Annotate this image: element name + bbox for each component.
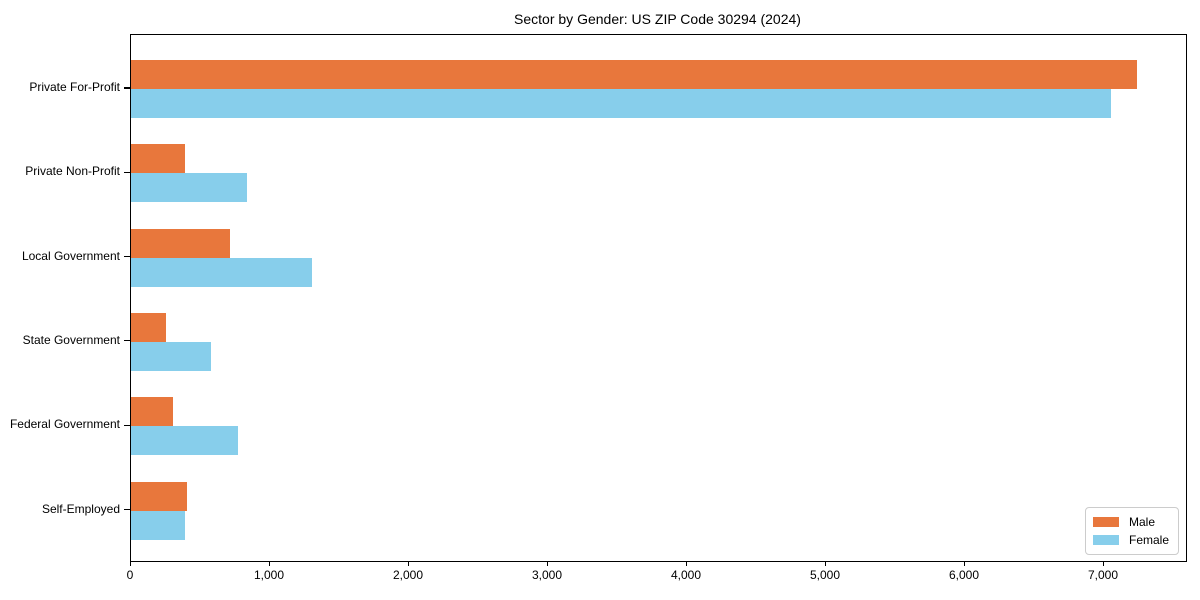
x-axis-tick xyxy=(546,561,549,566)
y-axis-category-label: Federal Government xyxy=(9,417,120,432)
x-axis-tick xyxy=(824,561,827,566)
y-axis-tick xyxy=(124,340,130,342)
x-axis-tick-label: 5,000 xyxy=(809,568,840,582)
x-axis-tick xyxy=(685,561,688,566)
x-axis-tick-label: 1,000 xyxy=(253,568,284,582)
chart-title: Sector by Gender: US ZIP Code 30294 (202… xyxy=(514,11,801,27)
legend: Male Female xyxy=(1084,507,1179,555)
legend-label: Male xyxy=(1128,515,1155,529)
male-bar xyxy=(131,397,173,427)
female-bar xyxy=(131,257,312,287)
y-axis-category-label: Self-Employed xyxy=(41,501,120,516)
female-bar xyxy=(131,173,248,203)
plot-area: Male Female xyxy=(130,34,1187,562)
x-axis-tick xyxy=(407,561,410,566)
female-bar xyxy=(131,89,1111,118)
male-bar xyxy=(131,481,187,511)
x-axis-tick-label: 4,000 xyxy=(670,568,701,582)
x-axis-tick xyxy=(1102,561,1105,566)
x-axis-tick-label: 6,000 xyxy=(948,568,979,582)
y-axis-tick xyxy=(124,87,130,89)
y-axis-tick xyxy=(124,256,130,258)
x-axis-tick xyxy=(963,561,966,566)
female-bar xyxy=(131,510,186,540)
legend-label: Female xyxy=(1128,533,1169,547)
y-axis-tick xyxy=(124,508,130,511)
male-bar xyxy=(131,60,1138,89)
y-axis-tick xyxy=(124,171,130,173)
legend-item: Female xyxy=(1092,531,1169,549)
x-axis-tick xyxy=(130,561,132,566)
y-axis-category-label: State Government xyxy=(22,332,120,347)
male-legend-swatch xyxy=(1092,517,1119,527)
y-axis-category-label: Private For-Profit xyxy=(29,80,120,94)
legend-item: Male xyxy=(1092,513,1169,531)
male-bar xyxy=(131,228,230,258)
female-legend-swatch xyxy=(1092,535,1119,545)
x-axis-tick-label: 3,000 xyxy=(531,568,562,582)
y-axis-category-label: Private Non-Profit xyxy=(25,164,120,179)
female-bar xyxy=(131,426,239,456)
male-bar xyxy=(131,144,186,174)
female-bar xyxy=(131,341,211,371)
y-axis-category-label: Local Government xyxy=(21,248,120,263)
male-bar xyxy=(131,312,166,342)
x-axis-tick-label: 7,000 xyxy=(1087,568,1118,582)
y-axis-tick xyxy=(124,424,130,426)
x-axis-tick xyxy=(268,561,271,566)
x-axis-tick-label: 0 xyxy=(126,568,134,582)
x-axis-tick-label: 2,000 xyxy=(392,568,423,582)
